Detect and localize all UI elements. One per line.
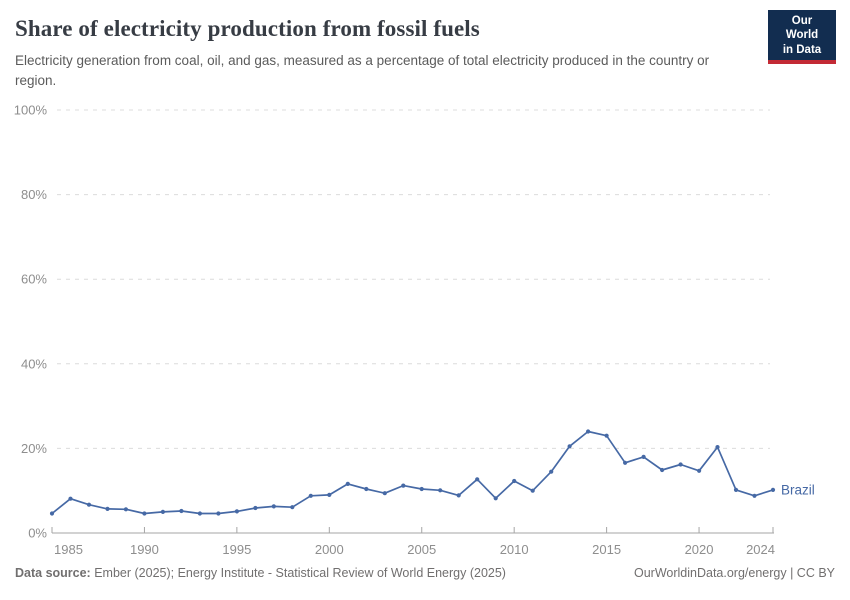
x-axis-label: 2005 <box>407 542 436 557</box>
data-point[interactable] <box>530 488 535 493</box>
data-point[interactable] <box>660 467 665 473</box>
chart-footer: Data source: Ember (2025); Energy Instit… <box>15 566 835 580</box>
data-point[interactable] <box>697 468 702 473</box>
data-point[interactable] <box>438 488 443 493</box>
data-point[interactable] <box>752 493 757 498</box>
y-axis-label: 60% <box>21 272 47 287</box>
data-point[interactable] <box>475 477 480 482</box>
data-point[interactable] <box>549 469 554 474</box>
owid-logo-line2: in Data <box>782 43 822 56</box>
data-point[interactable] <box>179 508 184 514</box>
x-axis-label: 1990 <box>130 542 159 557</box>
y-axis-label: 100% <box>14 103 48 118</box>
data-point[interactable] <box>234 509 239 514</box>
data-point[interactable] <box>493 496 498 501</box>
page-title: Share of electricity production from fos… <box>15 16 480 41</box>
y-axis-label: 0% <box>28 526 47 541</box>
data-point[interactable] <box>715 445 720 450</box>
data-point[interactable] <box>123 507 128 512</box>
data-point[interactable] <box>197 511 202 516</box>
data-point[interactable] <box>382 491 387 496</box>
chart-subtitle: Electricity generation from coal, oil, a… <box>15 53 710 88</box>
data-point[interactable] <box>216 511 221 516</box>
data-point[interactable] <box>678 462 683 467</box>
y-axis-label: 80% <box>21 187 47 202</box>
owid-logo[interactable]: Our World in Data <box>768 10 836 65</box>
data-point[interactable] <box>68 496 73 501</box>
y-axis-label: 40% <box>21 356 47 371</box>
data-source-note: Data source: Ember (2025); Energy Instit… <box>15 566 506 580</box>
series-label-brazil[interactable]: Brazil <box>781 482 815 497</box>
data-point[interactable] <box>253 505 258 511</box>
data-point[interactable] <box>567 444 572 449</box>
x-axis-label: 2020 <box>685 542 714 557</box>
owid-logo-line1: Our World <box>785 15 819 42</box>
data-point[interactable] <box>641 454 646 459</box>
x-axis-label: 1985 <box>54 542 83 557</box>
data-point[interactable] <box>105 506 110 511</box>
data-point[interactable] <box>401 483 406 488</box>
data-point[interactable] <box>345 481 350 486</box>
data-point[interactable] <box>604 433 609 438</box>
data-point[interactable] <box>271 504 276 509</box>
data-point[interactable] <box>586 429 591 434</box>
data-point[interactable] <box>770 487 776 492</box>
data-point[interactable] <box>733 487 739 492</box>
x-axis-label: 2000 <box>315 542 344 557</box>
data-point[interactable] <box>512 478 517 484</box>
license-note[interactable]: OurWorldinData.org/energy | CC BY <box>633 566 835 580</box>
y-axis-label: 20% <box>21 441 47 456</box>
x-axis-label: 2015 <box>592 542 621 557</box>
data-point[interactable] <box>142 511 147 516</box>
data-point[interactable] <box>160 509 165 514</box>
data-point[interactable] <box>308 493 313 498</box>
data-point[interactable] <box>327 492 332 497</box>
data-series-line[interactable] <box>51 430 774 515</box>
data-point[interactable] <box>623 460 628 465</box>
data-point[interactable] <box>86 502 92 507</box>
data-point[interactable] <box>456 493 461 498</box>
x-axis-label: 2010 <box>500 542 529 557</box>
data-point[interactable] <box>364 486 369 492</box>
data-source-label: Data source: <box>15 566 91 580</box>
x-axis-label: 1995 <box>222 542 251 557</box>
data-point[interactable] <box>49 511 55 516</box>
data-point[interactable] <box>419 486 424 492</box>
x-axis-label: 2024 <box>746 542 775 557</box>
data-source-text: Ember (2025); Energy Institute - Statist… <box>90 566 506 580</box>
data-point[interactable] <box>290 505 295 510</box>
